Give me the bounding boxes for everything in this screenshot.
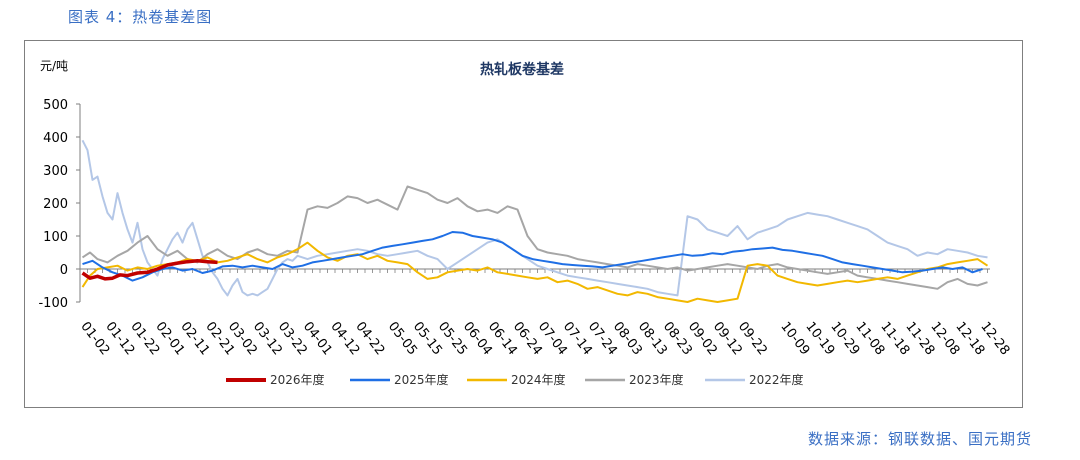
y-tick-label: -100 <box>38 296 68 311</box>
y-tick-label: 100 <box>43 230 68 245</box>
legend-label: 2026年度 <box>270 372 325 387</box>
data-source: 数据来源：钢联数据、国元期货 <box>807 430 1032 448</box>
legend-label: 2023年度 <box>629 372 684 387</box>
series-line-2026年度 <box>81 259 218 281</box>
x-axis: 01-0201-1201-2202-0102-1102-2103-0203-12… <box>77 268 1012 358</box>
legend-label: 2024年度 <box>511 372 566 387</box>
y-tick-label: 300 <box>43 164 68 179</box>
y-tick-label: 400 <box>43 131 68 146</box>
y-axis: 500 400 300 200 100 0 -100 <box>38 98 81 311</box>
chart-frame <box>24 40 1023 408</box>
series-line-2025年度 <box>82 231 983 282</box>
series-lines <box>81 139 989 303</box>
chart-title: 热轧板卷基差 <box>480 61 564 78</box>
series-line-2024年度 <box>81 241 989 303</box>
figure-caption: 图表 4：热卷基差图 <box>68 8 213 26</box>
legend-label: 2025年度 <box>394 372 449 387</box>
series-line-2022年度 <box>81 139 988 297</box>
series-line-2023年度 <box>81 185 988 290</box>
y-tick-label: 200 <box>43 197 68 212</box>
legend: 2026年度 2025年度 2024年度 2023年度 2022年度 <box>226 372 804 387</box>
y-tick-label: 0 <box>60 263 68 278</box>
y-tick-label: 500 <box>43 98 68 113</box>
y-axis-unit: 元/吨 <box>40 59 68 73</box>
legend-label: 2022年度 <box>749 372 804 387</box>
